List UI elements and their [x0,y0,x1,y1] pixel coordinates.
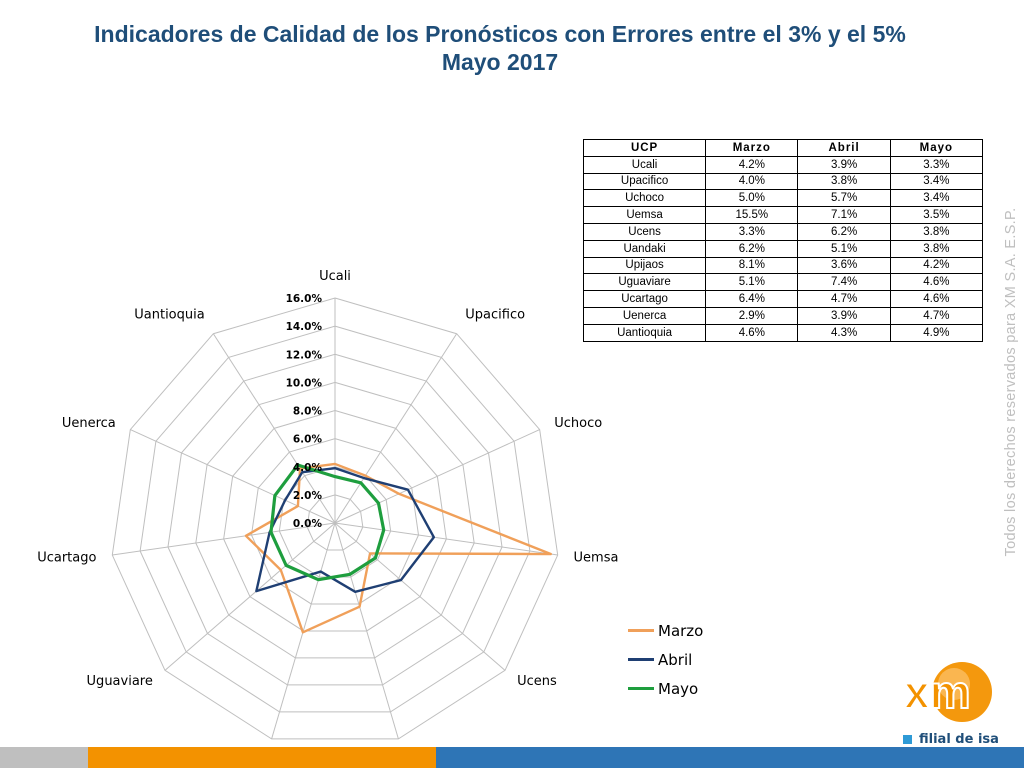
tick-label: 4.0% [293,462,323,474]
legend-label-abril: Abril [658,650,693,669]
tick-label: 14.0% [286,321,323,333]
category-label: Upacifico [465,307,525,322]
grid-ring [195,381,475,659]
title-line-2: Mayo 2017 [441,49,559,75]
tick-label: 0.0% [293,518,323,530]
grid-spoke [334,522,399,740]
series-marzo [244,462,552,634]
footer-bar-orange [88,747,436,768]
category-label: Uantioquia [134,307,204,322]
radar-grid [111,297,559,740]
legend-label-mayo: Mayo [658,679,699,698]
page-title: Indicadores de Calidad de los Pronóstico… [0,20,1000,76]
chart-legend: Marzo Abril Mayo [628,616,703,703]
grid-spoke [164,522,336,671]
table-row: Uenerca 2.9% 3.9% 4.7% [582,306,984,325]
grid-ring [223,409,447,632]
category-label: Ucartago [37,550,96,565]
table-cell: Uemsa [582,206,707,224]
grid-spoke [130,429,336,524]
table-cell: 4.3% [797,323,891,342]
table-cell: 3.9% [797,306,891,325]
legend-swatch-marzo [628,629,654,632]
table-cell: Uchoco [582,189,707,208]
table-cell: Uenerca [582,306,707,325]
table-cell: 6.4% [705,290,799,308]
table-cell: 3.3% [705,222,799,241]
table-cell: Uguaviare [582,273,707,292]
table-row: Ucartago 6.4% 4.7% 4.6% [582,290,984,308]
series-abril [255,466,436,594]
grid-spoke [112,522,336,556]
category-label: Ucali [319,269,351,284]
table-body: Ucali 4.2% 3.9% 3.3% Upacifico 4.0% 3.8% 3.4% Uc… [582,155,984,342]
category-label: Uchoco [554,416,602,431]
grid-spoke [334,429,540,524]
logo-subtitle-text: filial de isa [919,732,999,747]
radar-series [244,462,552,634]
grid-ring [250,438,420,605]
tick-label: 2.0% [293,490,323,502]
grid-ring [306,494,364,551]
grid-ring [167,353,503,686]
series-mayo [269,463,386,582]
table-cell: 4.9% [889,323,984,342]
table-row: Uantioquia 4.6% 4.3% 4.9% [582,323,984,342]
grid-spoke [334,333,458,524]
table-cell: Upacifico [582,172,707,191]
logo-subtitle: filial de isa [903,732,999,747]
tick-label: 10.0% [286,377,323,389]
copyright-note-text: Todos los derechos reservados para XM S.… [1003,207,1019,557]
xm-logo-icon: xm [903,662,992,722]
table-cell: Ucartago [582,290,707,308]
table-cell: Uantioquia [582,323,707,342]
legend-item-abril: Abril [628,645,703,674]
legend-swatch-mayo [628,687,654,690]
legend-swatch-abril [628,658,654,661]
table-cell: 4.6% [889,290,984,308]
footer-bar-blue [436,747,1024,768]
grid-ring [111,297,559,740]
legend-item-mayo: Mayo [628,674,703,703]
radar-category-labels: UcaliUpacificoUchocoUemsaUcensUandakiUpi… [37,269,618,768]
table-cell: 4.7% [889,306,984,325]
footer-bar [0,747,1024,768]
table-row: Uguaviare 5.1% 7.4% 4.6% [582,273,984,292]
table-cell: 4.6% [705,323,799,342]
table-row: Uemsa 15.5% 7.1% 3.5% [582,206,984,224]
category-label: Ucens [517,674,557,689]
isa-square-icon [903,735,912,744]
radar-ticks: 0.0% 2.0% 4.0% 6.0% 8.0% 10.0% 12.0% 14.0% 16.0% [286,293,323,530]
data-table: UCP Marzo Abril Mayo Ucali 4.2% 3.9% 3.3% Up… [582,139,984,342]
footer-bar-gray [0,747,88,768]
table-cell: 5.0% [705,189,799,208]
tick-label: 16.0% [286,293,323,305]
tick-label: 6.0% [293,434,323,446]
category-label: Uguaviare [87,674,153,689]
legend-item-marzo: Marzo [628,616,703,645]
grid-spoke [334,522,558,556]
table-row: Upacifico 4.0% 3.8% 3.4% [582,172,984,191]
title-line-1: Indicadores de Calidad de los Pronóstico… [94,21,906,47]
table-header-row: UCP Marzo Abril Mayo [582,139,984,157]
legend-label-marzo: Marzo [658,621,704,640]
tick-label: 12.0% [286,349,323,361]
category-label: Uemsa [574,550,619,565]
tick-label: 8.0% [293,406,323,418]
header-mayo: Mayo [889,139,984,157]
category-label: Uenerca [62,416,116,431]
table-cell: 4.0% [705,172,799,191]
svg-text:xm: xm [904,666,970,718]
grid-spoke [334,522,506,671]
grid-ring [139,325,531,713]
grid-spoke [212,333,336,524]
